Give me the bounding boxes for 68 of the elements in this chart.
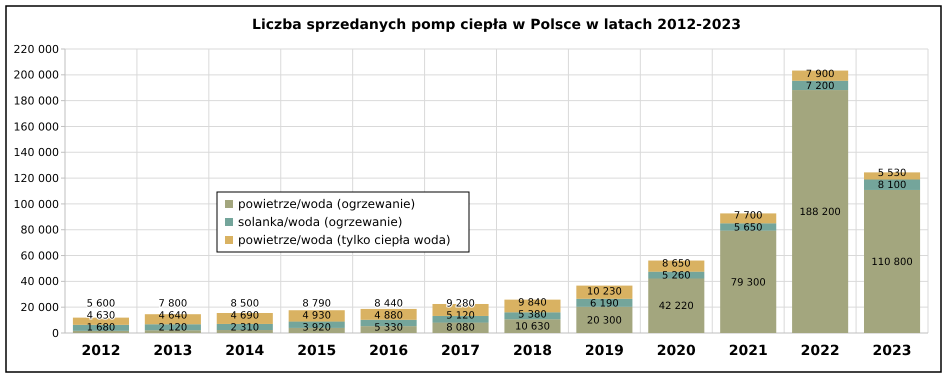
data-label: 6 190: [590, 298, 619, 310]
data-label: 8 650: [662, 258, 691, 270]
data-label: 7 200: [806, 80, 834, 92]
x-tick-label: 2018: [512, 343, 552, 359]
x-tick-label: 2012: [81, 343, 120, 359]
y-tick-label: 200 000: [14, 68, 59, 82]
data-label: 7 800: [158, 298, 188, 310]
data-label: 110 800: [871, 256, 913, 268]
y-tick-label: 60 000: [20, 249, 59, 262]
x-tick-label: 2014: [225, 343, 265, 359]
legend-label: solanka/woda (ogrzewanie): [238, 215, 402, 230]
data-label: 2 310: [230, 322, 260, 334]
y-tick-label: 120 000: [14, 172, 59, 185]
data-label: 79 300: [730, 277, 766, 288]
data-label: 4 640: [158, 310, 188, 322]
bar: [576, 306, 632, 333]
data-label: 9 840: [518, 298, 547, 309]
data-label: 2 120: [158, 322, 188, 334]
y-tick-label: 160 000: [14, 120, 59, 134]
bar: [720, 213, 776, 224]
data-label: 7 700: [734, 210, 763, 222]
legend-label: powietrze/woda (ogrzewanie): [238, 197, 416, 212]
y-tick-label: 140 000: [14, 146, 59, 160]
x-tick-label: 2020: [656, 343, 696, 359]
x-tick-label: 2023: [872, 343, 912, 359]
data-label: 8 440: [374, 298, 403, 310]
chart-title: Liczba sprzedanych pomp ciepła w Polsce w latach 2012-2023: [252, 17, 741, 33]
data-label: 8 080: [446, 322, 475, 334]
data-label: 7 900: [806, 68, 834, 80]
bar: [216, 330, 273, 333]
y-tick-label: 80 000: [20, 224, 59, 237]
y-tick-label: 180 000: [14, 94, 59, 108]
data-label: 3 920: [302, 322, 332, 334]
data-label: 4 930: [302, 310, 332, 322]
x-tick-label: 2013: [153, 343, 192, 359]
data-label: 5 260: [662, 270, 691, 282]
data-label: 8 790: [302, 298, 332, 310]
data-label: 5 600: [86, 298, 116, 310]
data-label: 10 630: [514, 322, 550, 333]
data-label: 42 220: [658, 301, 694, 312]
data-label: 188 200: [799, 207, 841, 218]
data-label: 4 690: [230, 310, 260, 322]
x-tick-label: 2022: [800, 343, 840, 359]
bar: [792, 90, 848, 333]
y-tick-label: 100 000: [14, 198, 59, 211]
bar: [864, 190, 920, 333]
x-tick-label: 2021: [728, 343, 768, 359]
data-label: 1 680: [86, 322, 116, 334]
data-label: 5 650: [734, 222, 763, 234]
y-tick-label: 0: [52, 326, 59, 340]
y-tick-label: 40 000: [20, 275, 59, 288]
data-label: 4 880: [374, 310, 403, 322]
x-tick-label: 2015: [297, 343, 336, 359]
bar: [720, 230, 776, 333]
data-label: 5 330: [374, 322, 403, 334]
data-label: 10 230: [586, 286, 622, 298]
data-label: 5 380: [518, 310, 547, 321]
data-label: 20 300: [586, 315, 622, 326]
legend-label: powietrze/woda (tylko ciepła woda): [238, 233, 451, 248]
x-tick-label: 2016: [369, 343, 408, 359]
x-tick-label: 2019: [584, 343, 624, 359]
data-label: 8 500: [230, 298, 260, 310]
x-tick-label: 2017: [441, 343, 480, 359]
y-tick-label: 220 000: [14, 42, 59, 56]
bar: [648, 278, 704, 333]
data-label: 8 100: [878, 180, 906, 192]
bar: [144, 330, 201, 333]
y-tick-label: 20 000: [20, 301, 59, 314]
